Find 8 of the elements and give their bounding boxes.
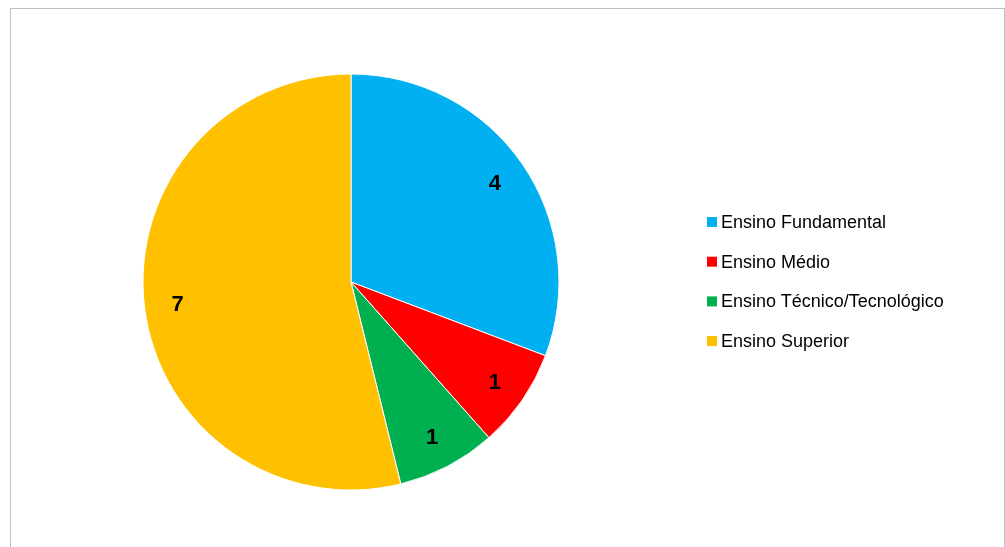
legend-label: Ensino Fundamental [721,212,887,232]
legend-label: Ensino Técnico/Tecnológico [721,291,944,312]
data-label: 4 [488,170,502,196]
legend-label: Ensino Médio [721,251,831,272]
data-label: 1 [426,424,439,450]
data-label: 7 [171,290,184,316]
legend-label: Ensino Superior [721,331,850,352]
data-label: 1 [488,368,501,394]
